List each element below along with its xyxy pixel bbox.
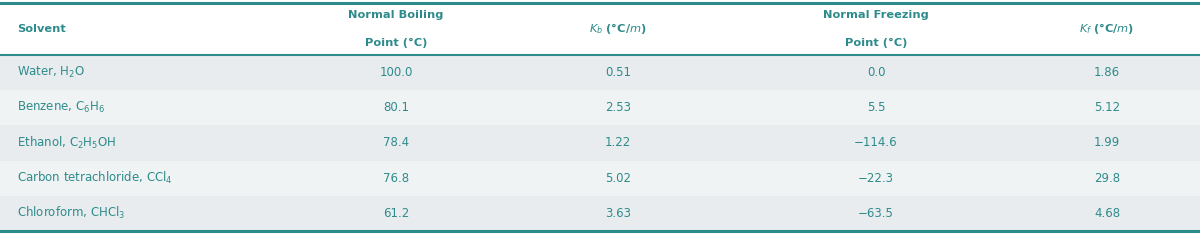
Text: −22.3: −22.3 [858,172,894,185]
Text: 0.0: 0.0 [866,66,886,79]
Text: 5.5: 5.5 [866,101,886,114]
Text: 5.12: 5.12 [1094,101,1120,114]
Text: Normal Boiling: Normal Boiling [348,10,444,20]
Bar [0,55,1200,90]
Text: Chloroform, CHCl$_3$: Chloroform, CHCl$_3$ [17,205,125,221]
Text: −114.6: −114.6 [854,136,898,149]
Text: 2.53: 2.53 [605,101,631,114]
Bar [0,196,1200,231]
Text: Solvent: Solvent [17,24,66,34]
Bar [0,161,1200,196]
Text: 76.8: 76.8 [383,172,409,185]
Text: 0.51: 0.51 [605,66,631,79]
Text: −63.5: −63.5 [858,207,894,220]
Text: Normal Freezing: Normal Freezing [823,10,929,20]
Text: 61.2: 61.2 [383,207,409,220]
Text: Water, H$_2$O: Water, H$_2$O [17,65,85,80]
Bar [0,90,1200,125]
Text: Point (°C): Point (°C) [845,38,907,48]
Text: 4.68: 4.68 [1094,207,1120,220]
Text: 80.1: 80.1 [383,101,409,114]
Text: 3.63: 3.63 [605,207,631,220]
Text: 78.4: 78.4 [383,136,409,149]
Bar [0,3,1200,55]
Text: Ethanol, C$_2$H$_5$OH: Ethanol, C$_2$H$_5$OH [17,135,116,151]
Text: Carbon tetrachloride, CCl$_4$: Carbon tetrachloride, CCl$_4$ [17,170,173,186]
Text: $\mathit{K}_f$ (°C/$\mathit{m}$): $\mathit{K}_f$ (°C/$\mathit{m}$) [1079,21,1135,37]
Text: $\mathit{K}_b$ (°C/$\mathit{m}$): $\mathit{K}_b$ (°C/$\mathit{m}$) [589,21,647,37]
Text: 100.0: 100.0 [379,66,413,79]
Text: 1.22: 1.22 [605,136,631,149]
Text: Benzene, C$_6$H$_6$: Benzene, C$_6$H$_6$ [17,100,104,115]
Text: 29.8: 29.8 [1094,172,1120,185]
Text: Point (°C): Point (°C) [365,38,427,48]
Text: 1.86: 1.86 [1094,66,1120,79]
Bar [0,125,1200,161]
Text: 5.02: 5.02 [605,172,631,185]
Text: 1.99: 1.99 [1094,136,1120,149]
